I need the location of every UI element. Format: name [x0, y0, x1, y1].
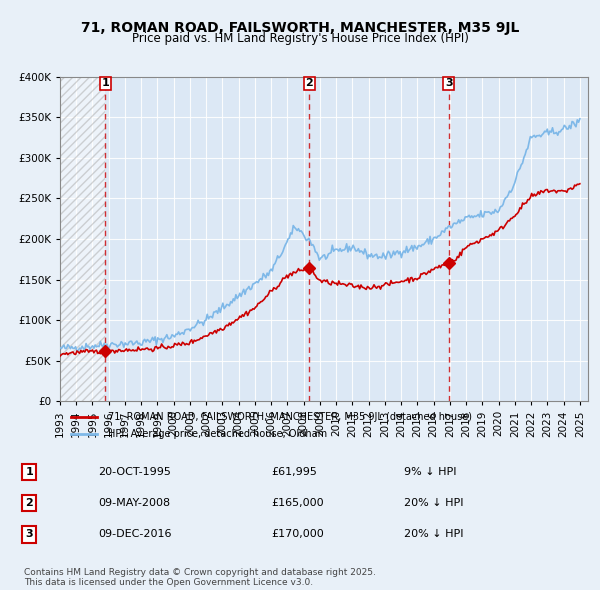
Text: Price paid vs. HM Land Registry's House Price Index (HPI): Price paid vs. HM Land Registry's House … — [131, 32, 469, 45]
Text: £170,000: £170,000 — [271, 529, 324, 539]
Text: HPI: Average price, detached house, Oldham: HPI: Average price, detached house, Oldh… — [107, 429, 326, 439]
Text: 9% ↓ HPI: 9% ↓ HPI — [404, 467, 456, 477]
Text: 09-MAY-2008: 09-MAY-2008 — [98, 498, 170, 508]
Text: 2: 2 — [25, 498, 33, 508]
Text: 20% ↓ HPI: 20% ↓ HPI — [404, 529, 463, 539]
Text: 09-DEC-2016: 09-DEC-2016 — [98, 529, 172, 539]
Text: 3: 3 — [445, 78, 452, 88]
Text: 20% ↓ HPI: 20% ↓ HPI — [404, 498, 463, 508]
Text: 71, ROMAN ROAD, FAILSWORTH, MANCHESTER, M35 9JL: 71, ROMAN ROAD, FAILSWORTH, MANCHESTER, … — [81, 21, 519, 35]
Text: 1: 1 — [25, 467, 33, 477]
Text: 2: 2 — [305, 78, 313, 88]
Text: 1: 1 — [101, 78, 109, 88]
Text: 20-OCT-1995: 20-OCT-1995 — [98, 467, 171, 477]
Text: 71, ROMAN ROAD, FAILSWORTH, MANCHESTER, M35 9JL (detached house): 71, ROMAN ROAD, FAILSWORTH, MANCHESTER, … — [107, 412, 472, 422]
Text: 3: 3 — [25, 529, 33, 539]
Text: £61,995: £61,995 — [271, 467, 317, 477]
Text: £165,000: £165,000 — [271, 498, 324, 508]
Text: Contains HM Land Registry data © Crown copyright and database right 2025.
This d: Contains HM Land Registry data © Crown c… — [24, 568, 376, 587]
